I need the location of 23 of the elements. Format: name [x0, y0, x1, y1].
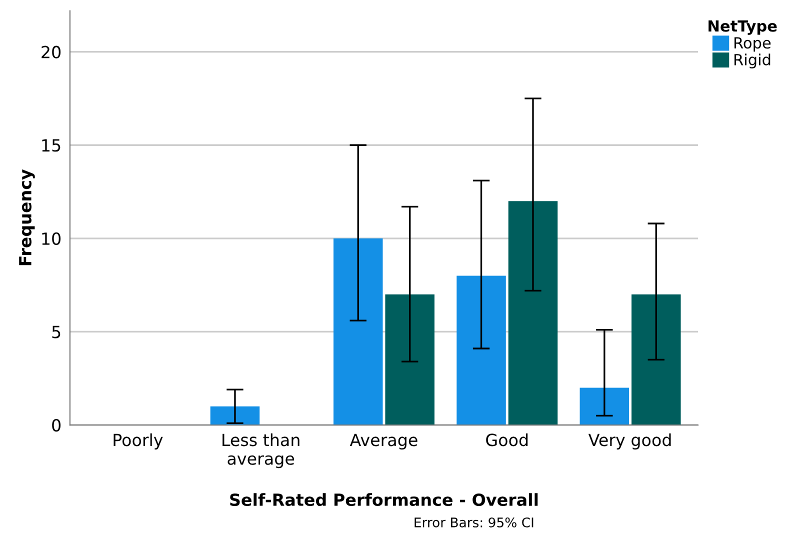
- x-tick-label: Very good: [588, 433, 671, 450]
- x-tick-label: Good: [486, 433, 528, 446]
- bar: [580, 388, 630, 426]
- y-tick-label: 0: [52, 418, 61, 432]
- x-axis-title: Self-Rated Performance - Overall: [230, 493, 538, 506]
- y-axis-title: Frequency: [19, 169, 35, 266]
- text: Error Bars: 95% CI: [414, 517, 534, 528]
- x-tick-label: Poorly: [114, 433, 163, 450]
- legend-label: Rigid: [734, 54, 770, 68]
- bar: [632, 294, 681, 426]
- y-tick-label: 10: [42, 232, 61, 245]
- bar: [456, 276, 506, 426]
- legend-title: NetType: [708, 20, 777, 35]
- bar: [333, 238, 383, 426]
- y-tick-label: 15: [42, 139, 60, 152]
- legend-label: Rope: [734, 37, 771, 52]
- bar: [210, 406, 260, 426]
- y-tick-label: 20: [42, 46, 61, 58]
- bar: [508, 201, 558, 426]
- bar: [385, 294, 434, 426]
- y-tick-label: 5: [52, 326, 60, 338]
- x-tick-label: Average: [350, 434, 418, 450]
- x-tick-label: Less than average: [222, 433, 300, 468]
